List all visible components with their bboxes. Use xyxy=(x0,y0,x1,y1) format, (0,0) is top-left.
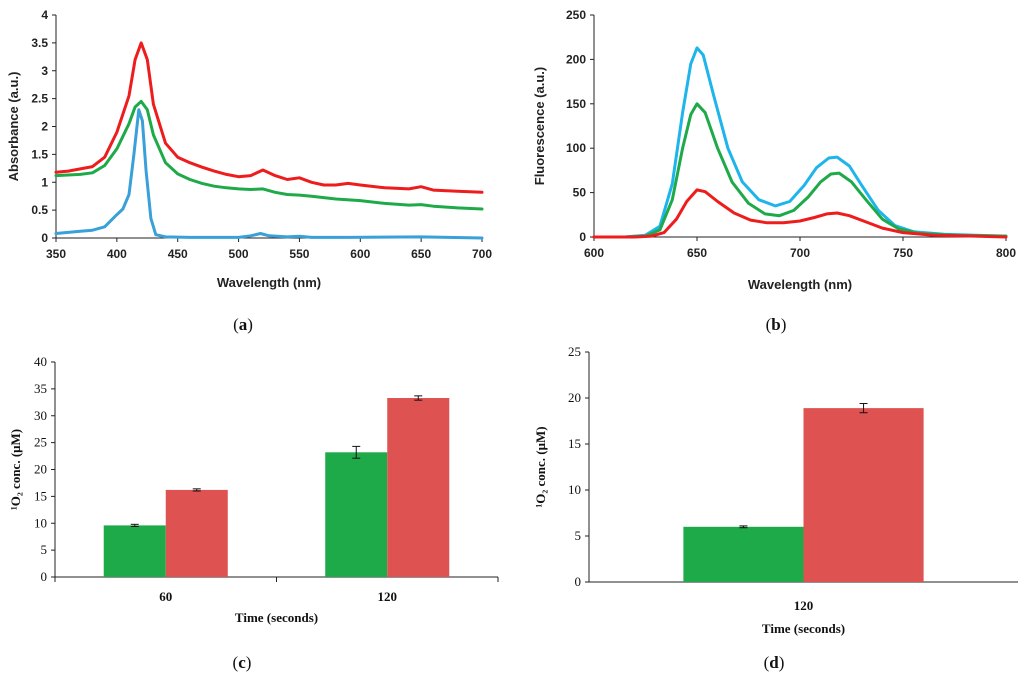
chart-panel-c: 0 5 10 15 20 25 30 35 40 60 120 Time (seconds) ¹O₂ c… xyxy=(8,354,499,672)
y-tick-label: 4 xyxy=(41,8,48,22)
bar-red xyxy=(803,408,924,582)
x-axis-label: Wavelength (nm) xyxy=(217,275,321,290)
series-line-green xyxy=(592,102,1008,239)
y-tick-label: 2.5 xyxy=(31,92,48,106)
y-tick-label: 15 xyxy=(34,488,47,503)
x-tick-label: 500 xyxy=(229,247,249,261)
series-line-green xyxy=(54,99,484,211)
caption-part: ) xyxy=(779,653,785,672)
y-tick-label: 10 xyxy=(34,515,47,530)
x-tick-label: 350 xyxy=(46,247,66,261)
y-tick-label: 200 xyxy=(566,52,586,66)
x-category-label: 60 xyxy=(159,589,172,604)
x-tick-label: 700 xyxy=(472,247,492,261)
chart-panel-b: 0 50 100 150 200 250 600 650 700 750 800 Wavelength… xyxy=(532,8,1016,334)
caption-part: ) xyxy=(246,653,252,672)
panel-caption: (c) xyxy=(233,653,252,672)
caption-part: a xyxy=(239,315,248,334)
bar-green xyxy=(103,525,166,577)
caption-part: ( xyxy=(766,315,772,334)
y-tick-label: 0 xyxy=(41,569,48,584)
x-category-label: 120 xyxy=(378,589,398,604)
y-axis-label: Fluorescence (a.u.) xyxy=(532,67,547,185)
panel-caption: (d) xyxy=(764,653,785,672)
bar-green xyxy=(325,452,388,577)
y-tick-label: 2 xyxy=(41,120,48,134)
x-tick-label: 400 xyxy=(107,247,127,261)
bar-red xyxy=(165,489,228,577)
y-tick-label: 0 xyxy=(41,231,48,245)
caption-part: b xyxy=(771,315,780,334)
y-tick-label: 1 xyxy=(41,175,48,189)
y-tick-label: 25 xyxy=(34,435,47,450)
x-axis-label: Wavelength (nm) xyxy=(748,277,852,292)
y-tick-label: 30 xyxy=(34,408,47,423)
y-tick-label: 25 xyxy=(568,344,581,359)
caption-part: ( xyxy=(764,653,770,672)
x-tick-label: 750 xyxy=(893,246,913,260)
x-tick-label: 600 xyxy=(584,246,604,260)
x-tick-label: 650 xyxy=(411,247,431,261)
x-tick-label: 800 xyxy=(996,246,1016,260)
y-tick-label: 5 xyxy=(575,528,582,543)
caption-part: ) xyxy=(247,315,253,334)
series-line-cyan xyxy=(592,46,1008,239)
series-line-blue xyxy=(54,108,484,240)
y-tick-label: 35 xyxy=(34,381,47,396)
y-tick-label: 40 xyxy=(34,354,47,369)
panel-caption: (a) xyxy=(233,315,253,334)
y-tick-label: 3 xyxy=(41,64,48,78)
y-tick-label: 20 xyxy=(568,390,581,405)
chart-panel-d: 0 5 10 15 20 25 120 Time (seconds) ¹O₂ conc. (μM… xyxy=(533,344,1018,672)
caption-part: ( xyxy=(233,653,239,672)
series-line-red xyxy=(54,41,484,194)
bar-green xyxy=(683,526,804,582)
y-tick-label: 5 xyxy=(41,542,48,557)
y-tick-label: 0 xyxy=(579,230,586,244)
y-axis-label: ¹O₂ conc. (μM) xyxy=(533,426,548,507)
y-tick-label: 10 xyxy=(568,482,581,497)
y-tick-label: 100 xyxy=(566,141,586,155)
x-tick-label: 700 xyxy=(790,246,810,260)
x-tick-label: 600 xyxy=(350,247,370,261)
y-tick-label: 150 xyxy=(566,97,586,111)
caption-part: d xyxy=(769,653,779,672)
x-tick-label: 650 xyxy=(687,246,707,260)
y-tick-label: 15 xyxy=(568,436,581,451)
caption-part: ) xyxy=(781,315,787,334)
y-tick-label: 50 xyxy=(573,186,587,200)
x-axis-label: Time (seconds) xyxy=(762,621,845,636)
y-tick-label: 3.5 xyxy=(31,36,48,50)
bar-red xyxy=(387,398,450,577)
y-tick-label: 250 xyxy=(566,8,586,22)
y-tick-label: 0 xyxy=(575,574,582,589)
series-line-red xyxy=(592,188,1008,239)
caption-part: ( xyxy=(233,315,239,334)
y-axis-label: ¹O₂ conc. (μM) xyxy=(8,429,23,510)
y-axis-label: Absorbance (a.u.) xyxy=(6,72,21,182)
y-tick-label: 1.5 xyxy=(31,147,48,161)
caption-part: c xyxy=(238,653,246,672)
x-category-label: 120 xyxy=(794,598,814,613)
panel-caption: (b) xyxy=(766,315,787,334)
x-tick-label: 450 xyxy=(168,247,188,261)
y-tick-label: 0.5 xyxy=(31,203,48,217)
y-tick-label: 20 xyxy=(34,462,47,477)
x-tick-label: 550 xyxy=(289,247,309,261)
chart-panel-a: 0 0.5 1 1.5 2 2.5 3 3.5 4 350 400 450 500 550 600 650 70… xyxy=(6,8,492,334)
x-axis-label: Time (seconds) xyxy=(235,610,318,625)
